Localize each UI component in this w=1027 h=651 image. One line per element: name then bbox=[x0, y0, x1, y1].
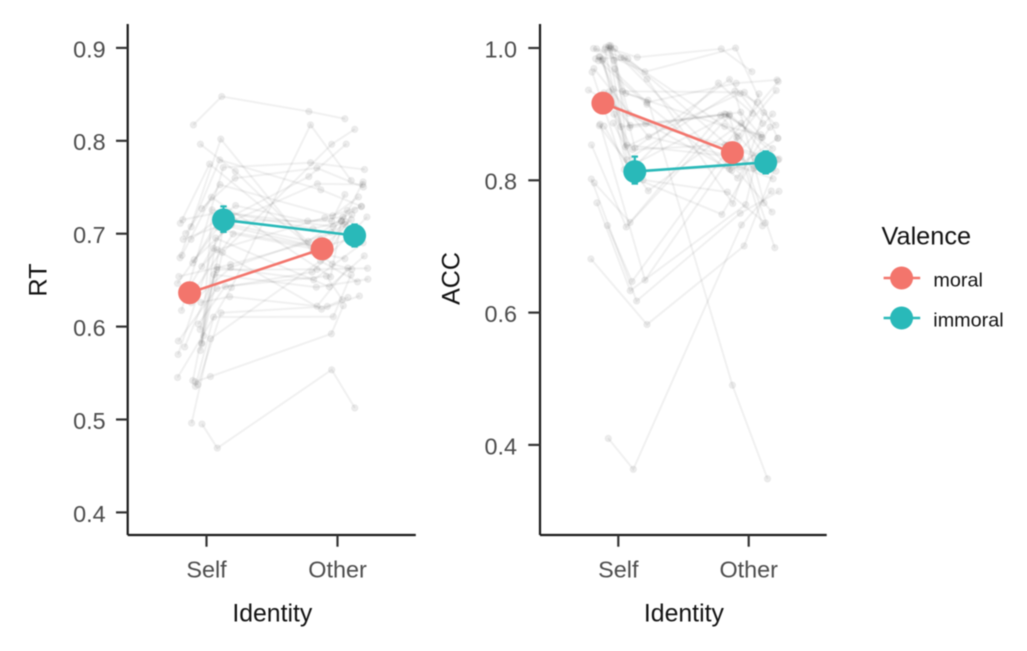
svg-text:0.4: 0.4 bbox=[484, 433, 517, 459]
svg-text:Identity: Identity bbox=[232, 601, 313, 628]
svg-text:0.7: 0.7 bbox=[73, 222, 106, 248]
svg-text:0.6: 0.6 bbox=[73, 315, 106, 341]
svg-text:ACC: ACC bbox=[437, 252, 465, 305]
svg-text:Other: Other bbox=[719, 557, 778, 583]
svg-text:Self: Self bbox=[186, 557, 227, 583]
svg-text:0.8: 0.8 bbox=[73, 129, 106, 155]
svg-text:0.4: 0.4 bbox=[73, 501, 106, 527]
svg-text:0.8: 0.8 bbox=[484, 169, 517, 195]
svg-text:0.5: 0.5 bbox=[73, 408, 106, 434]
svg-text:1.0: 1.0 bbox=[484, 36, 517, 62]
svg-text:RT: RT bbox=[25, 263, 53, 296]
svg-text:0.9: 0.9 bbox=[73, 36, 106, 62]
svg-text:Identity: Identity bbox=[644, 601, 725, 628]
svg-text:immoral: immoral bbox=[933, 309, 1003, 331]
svg-text:0.6: 0.6 bbox=[484, 301, 517, 327]
svg-text:Valence: Valence bbox=[882, 223, 972, 251]
svg-text:Other: Other bbox=[308, 557, 367, 583]
svg-text:Self: Self bbox=[598, 557, 639, 583]
svg-text:moral: moral bbox=[933, 269, 982, 291]
